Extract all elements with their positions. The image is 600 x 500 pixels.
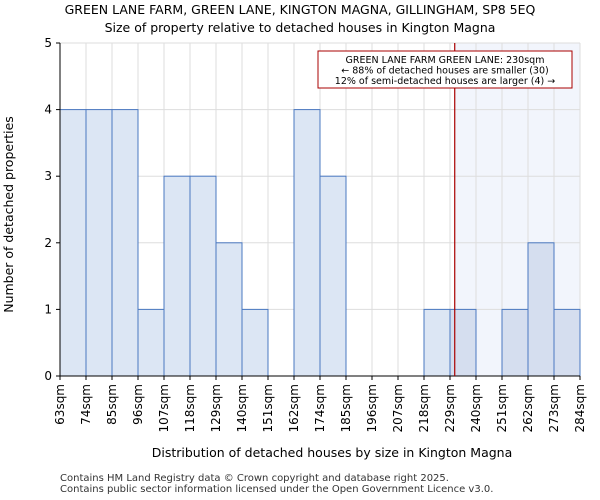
x-tick-label: 85sqm	[105, 384, 119, 425]
y-tick-label: 0	[44, 369, 52, 383]
x-tick-label: 262sqm	[521, 384, 535, 432]
histogram-bar	[527, 242, 555, 377]
y-axis-label: Number of detached properties	[1, 116, 16, 313]
x-tick-label: 118sqm	[183, 384, 197, 432]
annotation-box	[317, 50, 573, 89]
histogram-bar	[241, 308, 269, 377]
histogram-bar	[553, 308, 581, 377]
x-tick-label: 96sqm	[131, 384, 145, 425]
x-tick-label: 140sqm	[235, 384, 249, 432]
footer-line-1: Contains HM Land Registry data © Crown c…	[60, 473, 449, 484]
histogram-bar	[163, 175, 191, 377]
y-tick-label: 1	[44, 302, 52, 316]
histogram-bar	[59, 109, 87, 377]
histogram-bar	[319, 175, 347, 377]
histogram-bar	[111, 109, 139, 377]
x-tick-label: 162sqm	[287, 384, 301, 432]
x-tick-label: 63sqm	[53, 384, 67, 425]
chart-subtitle: Size of property relative to detached ho…	[104, 20, 496, 35]
y-tick-label: 4	[44, 103, 52, 117]
histogram-bar	[215, 242, 243, 377]
x-tick-label: 284sqm	[573, 384, 587, 432]
chart-title: GREEN LANE FARM, GREEN LANE, KINGTON MAG…	[64, 2, 536, 17]
x-axis-label: Distribution of detached houses by size …	[152, 445, 513, 460]
x-tick-label: 129sqm	[209, 384, 223, 432]
annotation-text: ← 88% of detached houses are smaller (30…	[341, 66, 548, 77]
x-tick-label: 151sqm	[261, 384, 275, 432]
x-tick-label: 273sqm	[547, 384, 561, 432]
histogram-bar	[501, 308, 529, 377]
histogram-bar	[189, 175, 217, 377]
x-tick-label: 240sqm	[469, 384, 483, 432]
x-tick-label: 218sqm	[417, 384, 431, 432]
x-tick-label: 185sqm	[339, 384, 353, 432]
histogram-bar	[85, 109, 113, 377]
histogram-bar	[137, 308, 165, 377]
x-tick-label: 174sqm	[313, 384, 327, 432]
x-tick-label: 107sqm	[157, 384, 171, 432]
y-tick-label: 3	[44, 169, 52, 183]
histogram-bar	[449, 308, 477, 377]
annotation-text: 12% of semi-detached houses are larger (…	[335, 76, 555, 87]
y-tick-label: 2	[44, 236, 52, 250]
x-tick-label: 74sqm	[79, 384, 93, 425]
x-tick-label: 229sqm	[443, 384, 457, 432]
y-tick-label: 5	[44, 36, 52, 50]
histogram-bar	[423, 308, 451, 377]
x-tick-label: 196sqm	[365, 384, 379, 432]
x-tick-label: 207sqm	[391, 384, 405, 432]
histogram-bar	[293, 109, 321, 377]
x-tick-label: 251sqm	[495, 384, 509, 432]
annotation-text: GREEN LANE FARM GREEN LANE: 230sqm	[346, 55, 545, 66]
footer-line-2: Contains public sector information licen…	[60, 484, 494, 495]
